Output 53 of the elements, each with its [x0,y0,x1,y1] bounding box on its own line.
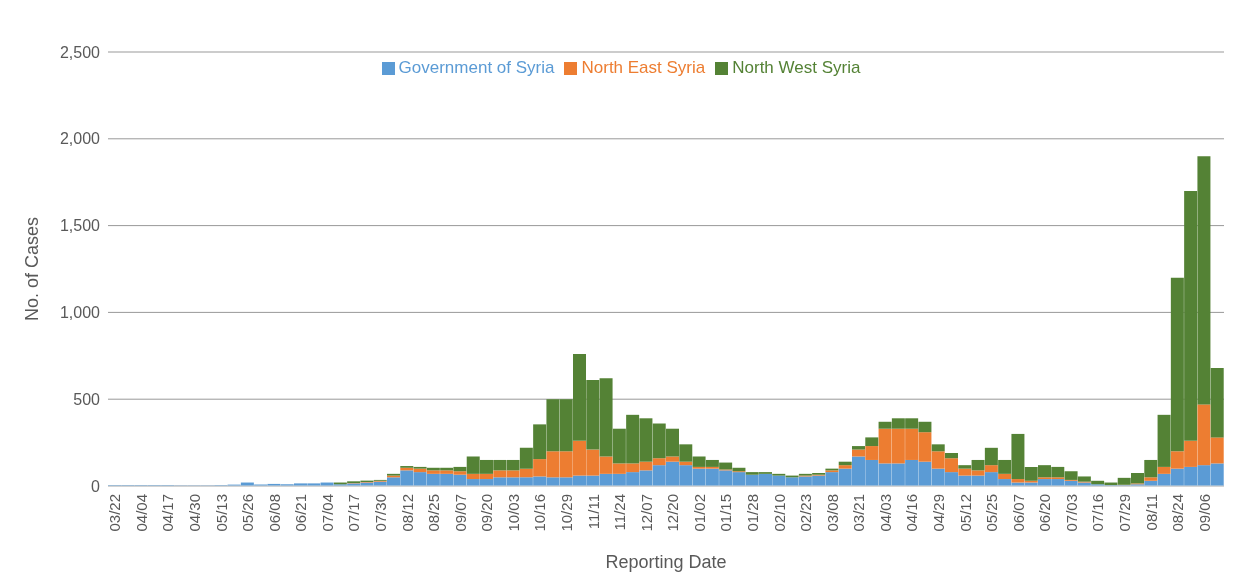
x-tick-label: 05/25 [983,494,1001,532]
x-tick-label: 05/13 [212,494,230,532]
x-tick-label: 07/16 [1089,494,1107,532]
x-tick-label: 05/26 [239,494,257,532]
x-tick-label: 09/07 [451,494,469,532]
x-tick-label: 06/07 [1009,494,1027,532]
x-tick-label: 09/20 [478,494,496,532]
x-tick-label: 10/03 [504,494,522,532]
x-tick-label: 01/28 [744,494,762,532]
y-axis-title: No. of Cases [22,216,43,322]
y-tick-label: 0 [91,477,101,495]
x-tick-label: 04/04 [132,494,150,532]
x-tick-label: 02/10 [770,494,788,532]
x-tick-label: 01/15 [717,494,735,532]
legend-label: North West Syria [732,58,861,77]
x-tick-label: 11/24 [611,494,629,531]
x-tick-label: 04/29 [930,494,948,532]
x-tick-label: 03/08 [823,494,841,532]
y-tick-label: 1,000 [59,304,101,322]
x-tick-label: 11/11 [584,494,602,530]
x-tick-label: 06/21 [292,494,310,532]
legend-label: North East Syria [581,58,706,77]
x-tick-label: 09/06 [1195,494,1213,532]
x-tick-label: 07/17 [345,494,363,532]
x-tick-label: 08/24 [1169,494,1187,532]
x-tick-label: 07/29 [1116,494,1134,532]
x-tick-label: 03/22 [106,494,124,532]
x-tick-label: 04/17 [159,494,177,532]
x-tick-label: 10/16 [531,494,549,532]
x-tick-label: 08/12 [398,494,416,532]
x-tick-label: 01/02 [690,494,708,532]
x-tick-label: 12/07 [637,494,655,532]
x-tick-label: 02/23 [797,494,815,532]
legend-label: Government of Syria [398,58,555,77]
y-tick-label: 2,000 [59,130,101,148]
x-tick-label: 07/04 [318,494,336,532]
x-tick-label: 04/16 [903,494,921,532]
x-tick-label: 06/20 [1036,494,1054,532]
x-tick-label: 10/29 [558,494,576,532]
x-tick-label: 04/03 [876,494,894,532]
x-tick-label: 12/20 [664,494,682,532]
x-tick-label: 05/12 [956,494,974,532]
x-tick-label: 03/21 [850,494,868,532]
y-tick-label: 500 [73,390,101,408]
x-tick-label: 06/08 [265,494,283,532]
x-tick-label: 08/11 [1142,494,1160,531]
x-tick-label: 07/03 [1062,494,1080,532]
y-tick-label: 2,500 [59,43,101,61]
x-tick-label: 07/30 [372,494,390,532]
x-tick-label: 04/30 [186,494,204,532]
y-tick-label: 1,500 [59,217,101,235]
x-axis-title: Reporting Date [605,552,727,572]
x-tick-label: 08/25 [425,494,443,532]
